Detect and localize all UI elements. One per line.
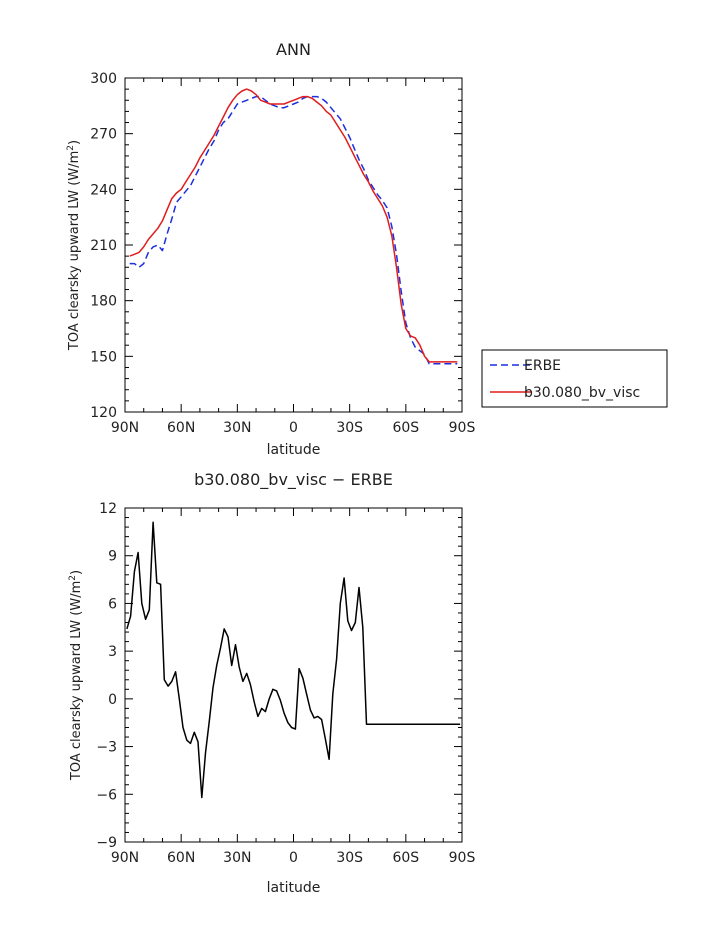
x-tick-label: 30S <box>336 420 363 436</box>
x-tick-label: 90N <box>111 850 139 866</box>
y-tick-label: 3 <box>108 644 117 660</box>
x-tick-label: 90S <box>449 420 476 436</box>
y-tick-label: 6 <box>108 596 117 612</box>
x-tick-label: 60S <box>392 850 419 866</box>
y-tick-label: −9 <box>96 835 117 851</box>
legend: ERBE b30.080_bv_visc <box>481 349 668 408</box>
x-tick-label: 0 <box>289 420 298 436</box>
x-tick-label: 30S <box>336 850 363 866</box>
y-axis-label: TOA clearsky upward LW (W/m2) <box>66 140 82 351</box>
y-tick-label: 0 <box>108 692 117 708</box>
y-tick-label: 270 <box>90 127 117 143</box>
x-axis-label: latitude <box>267 880 321 896</box>
y-tick-label: 120 <box>90 405 117 421</box>
y-tick-label: −3 <box>96 740 117 756</box>
x-tick-label: 30N <box>223 420 251 436</box>
y-tick-label: 9 <box>108 549 117 565</box>
legend-label: ERBE <box>524 358 561 374</box>
y-axis-label: TOA clearsky upward LW (W/m2) <box>68 570 84 781</box>
chart-title: b30.080_bv_visc − ERBE <box>194 470 393 490</box>
chart-title: ANN <box>276 40 311 59</box>
x-tick-label: 30N <box>223 850 251 866</box>
y-tick-label: 150 <box>90 349 117 365</box>
series-line-1 <box>126 521 461 799</box>
x-tick-label: 60S <box>392 420 419 436</box>
x-tick-label: 90N <box>111 420 139 436</box>
x-tick-label: 60N <box>167 850 195 866</box>
y-tick-label: −6 <box>96 787 117 803</box>
chart-panel-1: ANN 90N 60N 30N 0 30S 60S 90S 120 150 180 210 240 270… <box>66 40 668 458</box>
plot-frame <box>124 77 463 413</box>
x-tick-label: 0 <box>289 850 298 866</box>
y-tick-label: 12 <box>99 501 117 517</box>
legend-label: b30.080_bv_visc <box>524 385 640 401</box>
y-tick-label: 300 <box>90 71 117 87</box>
x-axis-label: latitude <box>267 442 321 458</box>
series-line-1 <box>129 95 458 365</box>
y-tick-label: 210 <box>90 238 117 254</box>
legend-box <box>481 349 668 408</box>
y-tick-label: 180 <box>90 294 117 310</box>
x-tick-label: 90S <box>449 850 476 866</box>
series-line-2 <box>129 88 458 363</box>
y-tick-label: 240 <box>90 182 117 198</box>
x-tick-label: 60N <box>167 420 195 436</box>
